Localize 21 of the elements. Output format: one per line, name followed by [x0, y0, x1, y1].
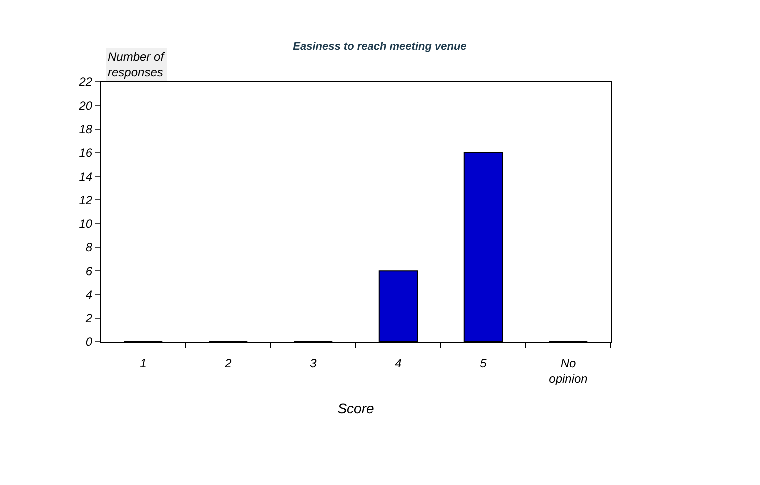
- y-tick-label: 16: [79, 146, 93, 160]
- y-tick-label: 6: [86, 264, 93, 278]
- y-tick-label: 18: [79, 122, 93, 136]
- y-tick-label: 14: [79, 170, 93, 184]
- x-tick-label: 1: [140, 356, 147, 370]
- y-tick-label: 4: [86, 288, 93, 302]
- x-axis-title: Score: [338, 400, 374, 416]
- y-tick-label: 20: [78, 98, 93, 113]
- x-tick-label: 5: [480, 356, 488, 370]
- y-tick-label: 2: [84, 312, 93, 326]
- y-tick-label: 10: [79, 217, 93, 232]
- x-tick-label: No opinion: [549, 356, 588, 386]
- y-tick-label: 0: [86, 335, 93, 350]
- x-tick-label: 4: [395, 356, 402, 370]
- y-tick-label: 8: [86, 240, 93, 255]
- y-axis-title: Number of responses: [108, 50, 166, 80]
- y-tick-label: 22: [78, 75, 93, 90]
- y-tick-label: 12: [79, 193, 93, 208]
- x-tick-label: 3: [310, 356, 318, 370]
- chart-title: Easiness to reach meeting venue: [293, 40, 467, 53]
- x-tick-label: 2: [224, 356, 232, 370]
